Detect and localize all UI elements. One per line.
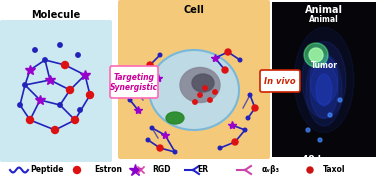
Circle shape — [218, 146, 222, 150]
Circle shape — [26, 117, 34, 124]
Circle shape — [243, 128, 247, 132]
Circle shape — [306, 128, 310, 132]
FancyBboxPatch shape — [118, 0, 270, 159]
Circle shape — [146, 138, 150, 142]
Text: Animal: Animal — [305, 5, 343, 15]
Circle shape — [51, 127, 59, 134]
Ellipse shape — [294, 27, 354, 133]
Ellipse shape — [180, 68, 220, 102]
Circle shape — [150, 126, 154, 130]
Circle shape — [252, 105, 258, 111]
FancyBboxPatch shape — [0, 20, 112, 162]
Circle shape — [246, 116, 250, 120]
Text: Tumor: Tumor — [310, 61, 338, 70]
Text: ER: ER — [197, 165, 208, 174]
Circle shape — [173, 150, 177, 154]
Circle shape — [203, 86, 207, 90]
FancyBboxPatch shape — [110, 66, 158, 98]
Circle shape — [248, 93, 252, 97]
Circle shape — [58, 43, 62, 47]
Circle shape — [43, 58, 47, 62]
Text: Targeting: Targeting — [113, 73, 155, 81]
Circle shape — [193, 100, 197, 104]
Text: 48 h: 48 h — [302, 156, 324, 165]
Ellipse shape — [192, 74, 214, 92]
Circle shape — [71, 117, 79, 124]
Text: RGD: RGD — [152, 165, 170, 174]
Circle shape — [213, 90, 217, 94]
Circle shape — [73, 166, 81, 174]
Ellipse shape — [310, 55, 338, 105]
Ellipse shape — [316, 74, 332, 106]
Text: Peptide: Peptide — [30, 165, 64, 174]
Text: In vivo: In vivo — [264, 77, 296, 86]
Circle shape — [307, 167, 313, 173]
Circle shape — [147, 62, 153, 68]
Circle shape — [67, 86, 73, 93]
Ellipse shape — [302, 42, 346, 118]
Text: Estron: Estron — [94, 165, 122, 174]
Circle shape — [128, 98, 132, 102]
Circle shape — [225, 49, 231, 55]
Circle shape — [318, 138, 322, 142]
Circle shape — [87, 92, 93, 99]
FancyBboxPatch shape — [260, 70, 300, 92]
Text: αᵥβ₃: αᵥβ₃ — [262, 165, 280, 174]
Circle shape — [78, 108, 82, 112]
Text: Taxol: Taxol — [323, 165, 345, 174]
Circle shape — [133, 88, 137, 92]
Text: Cell: Cell — [184, 5, 204, 15]
Circle shape — [33, 48, 37, 52]
Text: Molecule: Molecule — [31, 10, 81, 20]
Circle shape — [222, 67, 228, 73]
Ellipse shape — [306, 54, 342, 126]
Ellipse shape — [149, 50, 239, 130]
Circle shape — [23, 83, 27, 87]
Circle shape — [232, 139, 238, 145]
Circle shape — [18, 103, 22, 107]
Circle shape — [309, 48, 323, 62]
Text: Animal: Animal — [309, 15, 339, 24]
Circle shape — [238, 58, 242, 62]
Bar — [272, 2, 376, 157]
Circle shape — [338, 98, 342, 102]
Circle shape — [58, 103, 62, 107]
Circle shape — [76, 53, 80, 57]
Circle shape — [328, 113, 332, 117]
Ellipse shape — [166, 112, 184, 124]
Circle shape — [208, 98, 212, 102]
Ellipse shape — [310, 62, 338, 118]
Circle shape — [304, 43, 328, 67]
Circle shape — [198, 93, 202, 97]
Circle shape — [157, 145, 163, 151]
Text: Synergistic: Synergistic — [110, 83, 158, 92]
Circle shape — [62, 61, 68, 68]
Circle shape — [158, 53, 162, 57]
